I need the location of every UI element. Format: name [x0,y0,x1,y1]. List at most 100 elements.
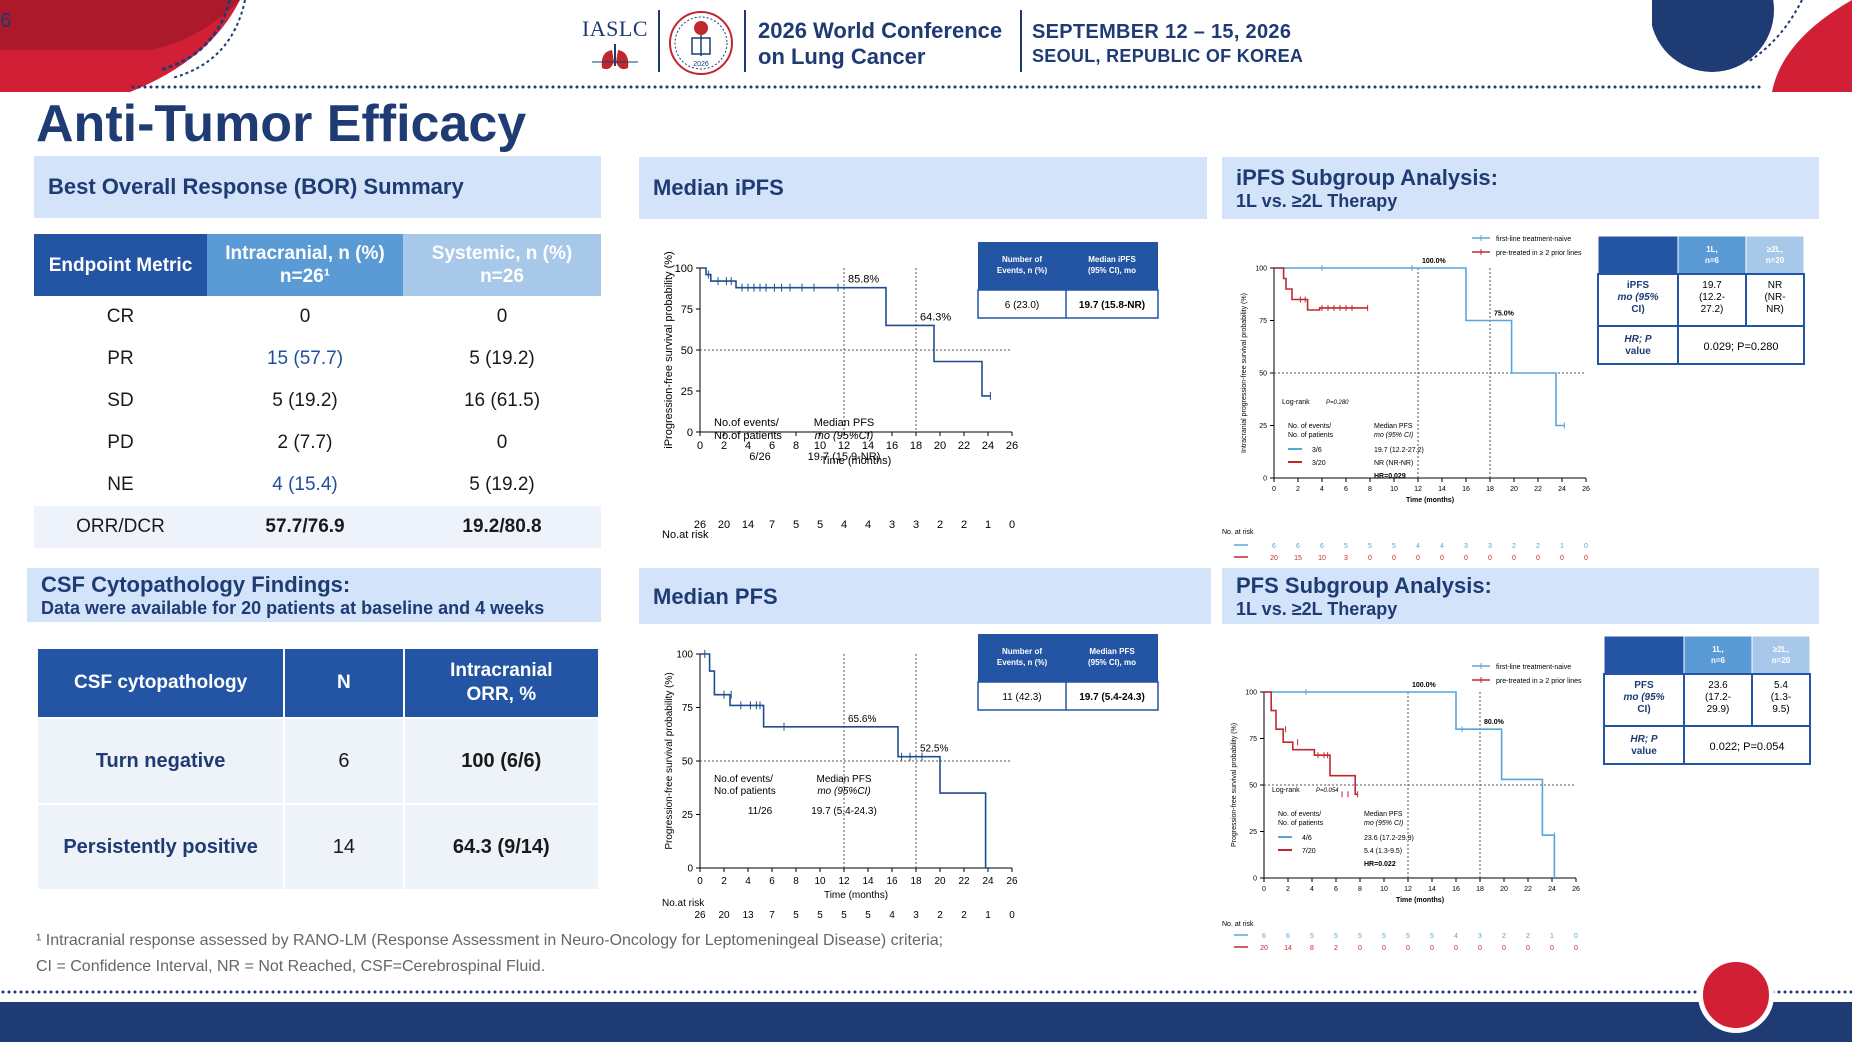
risk-count: 3 [913,519,919,531]
x-tick-label: 12 [838,876,850,887]
risk-count: 20 [718,910,730,921]
x-tick-label: 6 [769,440,775,452]
x-tick-label: 20 [934,440,946,452]
conference-name: 2026 World Conference on Lung Cancer [758,18,1002,70]
csf-heading-title: CSF Cytopathology Findings: [41,572,351,597]
risk-count-2l: 14 [1284,945,1292,952]
km-curve-1 [1264,691,1556,878]
y-axis-label: Intracranial progression-free survival p… [1241,293,1248,453]
y-tick-label: 50 [681,345,693,357]
footer-bar [0,1002,1852,1042]
bor-metric: CR [106,306,135,327]
summary-box-header-events [978,242,1066,290]
bor-col-intracranial-title: Intracranial, n (%) [225,243,385,264]
date-line2: SEOUL, REPUBLIC OF KOREA [1032,46,1304,66]
footnote-rano: ¹ Intracranial response assessed by RANO… [36,932,944,949]
pfs-subgroup-title: PFS Subgroup Analysis: [1236,573,1492,598]
risk-count-2l: 3 [1344,555,1348,562]
hr-head-1l: n=6 [1705,256,1720,265]
risk-count: 4 [841,519,847,531]
events-label: No.of patients [714,786,776,797]
summary-box-body [977,289,1159,319]
risk-count-1l: 1 [1560,543,1564,550]
x-tick-label: 2 [721,440,727,452]
risk-count: 5 [793,910,799,921]
x-tick-label: 10 [1380,886,1388,893]
hr-head-1l: 1L, [1712,645,1724,654]
bor-systemic-value: 5 (19.2) [469,348,535,369]
csf-col-orr-line1: Intracranial [450,660,553,681]
header-divider [744,10,746,72]
risk-count: 1 [985,910,991,921]
risk-count-2l: 0 [1454,945,1458,952]
risk-count: 2 [961,519,967,531]
y-tick-label: 75 [1259,318,1267,325]
risk-count-2l: 20 [1270,555,1278,562]
bor-intracranial-value: 2 (7.7) [277,432,333,453]
risk-table-label: No.at risk [662,898,705,909]
risk-count-2l: 0 [1536,555,1540,562]
hr-row-label: CI) [1631,304,1644,315]
group-events: 7/20 [1302,848,1316,855]
median-ipfs-heading: Median iPFS [639,157,1207,219]
risk-count-2l: 0 [1358,945,1362,952]
landmark-label: 64.3% [920,311,951,323]
risk-count-2l: 10 [1318,555,1326,562]
hr-table-head-2l [1745,235,1805,275]
x-tick-label: 14 [1428,886,1436,893]
events-value: 11/26 [748,806,773,817]
bor-col-systemic: Systemic, n (%) n=26 [403,234,601,296]
hr-head-2l: n=20 [1766,256,1785,265]
x-tick-label: 14 [862,440,874,452]
x-tick-label: 16 [1462,486,1470,493]
risk-count-2l: 0 [1464,555,1468,562]
csf-col-cytopathology: CSF cytopathology [35,647,286,719]
events-label: No.of events/ [714,774,773,785]
risk-count-2l: 0 [1488,555,1492,562]
logrank-p: P=0.054 [1316,788,1339,794]
bor-intracranial-value: 15 (57.7) [266,348,344,369]
conference-header: 6 IASLC 2026 2026 World Conference on Lu… [0,0,1852,92]
risk-count: 7 [769,910,775,921]
risk-count-2l: 0 [1560,555,1564,562]
x-tick-label: 12 [1404,886,1412,893]
risk-count-1l: 4 [1454,933,1458,940]
summary-box-header-median [1066,634,1158,682]
hr-row-label: CI) [1637,704,1650,715]
landmark-label: 65.6% [848,714,876,725]
table-row: PR 15 (57.7) 5 (19.2) [34,338,601,380]
risk-count-1l: 5 [1310,933,1314,940]
slide-title: Anti-Tumor Efficacy [36,95,527,153]
km-curve-2 [1274,267,1368,311]
risk-count-2l: 0 [1368,555,1372,562]
hr-row-1l-value: (12.2- [1699,292,1725,303]
risk-count-2l: 0 [1584,555,1588,562]
km-curve-1 [700,267,991,397]
risk-count-2l: 20 [1260,945,1268,952]
hr-table-corner [1597,235,1679,275]
risk-count: 2 [937,519,943,531]
group-events: 4/6 [1302,835,1312,842]
csf-row-label: Turn negative [35,717,286,805]
x-tick-label: 20 [934,876,946,887]
km-curve-2 [1264,691,1358,796]
x-tick-label: 22 [958,440,970,452]
bor-header-row: Endpoint Metric Intracranial, n (%) n=26… [34,234,601,296]
x-tick-label: 24 [982,440,994,452]
table-row: NE 4 (15.4) 5 (19.2) [34,464,601,506]
risk-count: 3 [913,910,919,921]
y-tick-label: 50 [682,757,694,768]
group-events: 3/6 [1312,447,1322,454]
x-tick-label: 18 [910,876,922,887]
date-line1: SEPTEMBER 12 – 15, 2026 [1032,21,1292,43]
bor-table: Endpoint Metric Intracranial, n (%) n=26… [34,234,601,548]
pfs-subgroup-subtitle: 1L vs. ≥2L Therapy [1236,599,1398,619]
events-value: 6/26 [749,451,770,463]
x-tick-label: 2 [1296,486,1300,493]
risk-count-1l: 0 [1574,933,1578,940]
y-tick-label: 0 [687,427,693,439]
risk-count-2l: 0 [1478,945,1482,952]
risk-count-1l: 6 [1286,933,1290,940]
hr-table-head-1l [1683,635,1753,675]
